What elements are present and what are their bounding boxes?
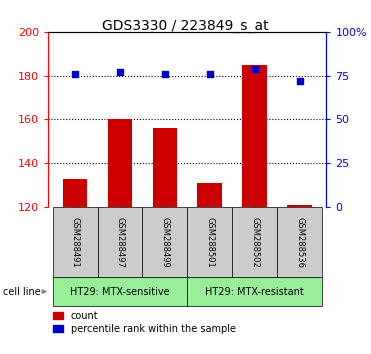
Point xyxy=(207,71,213,77)
Bar xyxy=(287,205,312,207)
Bar xyxy=(108,120,132,207)
Bar xyxy=(242,65,267,207)
Bar xyxy=(142,207,187,277)
Text: GSM288491: GSM288491 xyxy=(70,217,80,268)
Legend: count, percentile rank within the sample: count, percentile rank within the sample xyxy=(53,311,236,333)
Bar xyxy=(232,207,277,277)
Text: GSM288501: GSM288501 xyxy=(205,217,214,268)
Text: GDS3330 / 223849_s_at: GDS3330 / 223849_s_at xyxy=(102,19,269,34)
Text: cell line: cell line xyxy=(3,286,41,297)
Bar xyxy=(187,207,232,277)
Bar xyxy=(53,207,98,277)
Bar xyxy=(277,207,322,277)
Point xyxy=(296,78,302,84)
Point xyxy=(117,69,123,75)
Point xyxy=(162,71,168,77)
Text: GSM288499: GSM288499 xyxy=(160,217,170,268)
Bar xyxy=(152,128,177,207)
Text: HT29: MTX-sensitive: HT29: MTX-sensitive xyxy=(70,286,170,297)
Text: GSM288497: GSM288497 xyxy=(115,217,125,268)
Text: HT29: MTX-resistant: HT29: MTX-resistant xyxy=(205,286,304,297)
Bar xyxy=(98,207,142,277)
Text: GSM288536: GSM288536 xyxy=(295,217,304,268)
Point xyxy=(252,66,257,72)
Text: GSM288502: GSM288502 xyxy=(250,217,259,268)
Bar xyxy=(187,277,322,306)
Bar xyxy=(53,277,187,306)
Point xyxy=(72,71,78,77)
Bar xyxy=(197,183,222,207)
Bar xyxy=(63,179,88,207)
